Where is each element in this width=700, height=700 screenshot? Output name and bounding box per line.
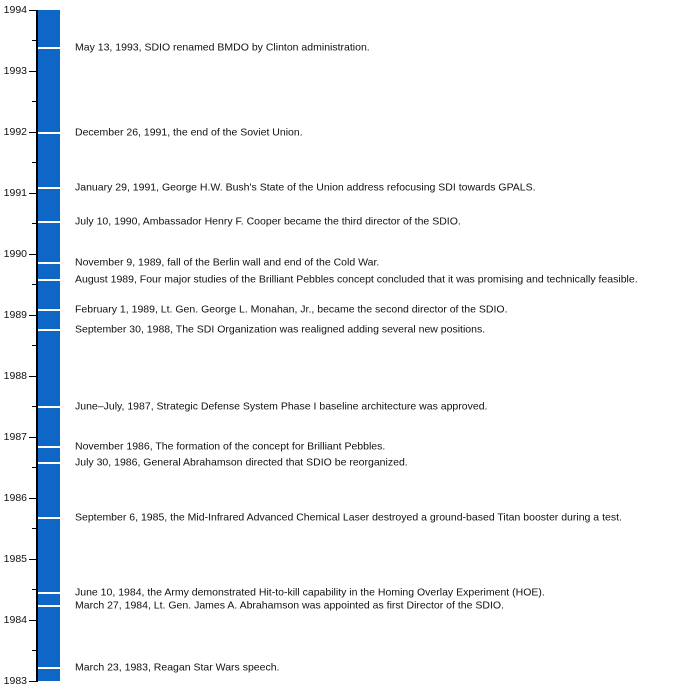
event-marker-line: [38, 329, 60, 332]
year-tick-label: 1983: [3, 675, 27, 687]
event-label: September 6, 1985, the Mid-Infrared Adva…: [75, 511, 622, 524]
event-marker-line: [38, 187, 60, 190]
event-label: June 10, 1984, the Army demonstrated Hit…: [75, 586, 545, 599]
event-marker-line: [38, 405, 60, 408]
event-marker-line: [38, 278, 60, 281]
year-major-tick: [29, 619, 36, 621]
year-major-tick: [29, 558, 36, 560]
year-major-tick: [29, 314, 36, 316]
event-label: February 1, 1989, Lt. Gen. George L. Mon…: [75, 303, 508, 315]
year-major-tick: [29, 9, 36, 11]
event-label: March 23, 1983, Reagan Star Wars speech.: [75, 661, 280, 674]
year-major-tick: [29, 70, 36, 72]
event-label: July 10, 1990, Ambassador Henry F. Coope…: [75, 215, 461, 228]
event-label: January 29, 1991, George H.W. Bush's Sta…: [75, 181, 536, 194]
event-label: November 9, 1989, fall of the Berlin wal…: [75, 256, 380, 269]
event-marker-line: [38, 132, 60, 135]
event-label: November 1986, The formation of the conc…: [75, 440, 386, 453]
year-tick-label: 1991: [3, 187, 27, 199]
event-label: March 27, 1984, Lt. Gen. James A. Abraha…: [75, 599, 504, 612]
event-marker-line: [38, 461, 60, 464]
year-tick-label: 1994: [3, 4, 27, 16]
event-label: May 13, 1993, SDIO renamed BMDO by Clint…: [75, 41, 370, 54]
event-marker-line: [38, 221, 60, 224]
year-minor-tick: [32, 345, 36, 346]
year-minor-tick: [32, 650, 36, 651]
event-marker-line: [38, 516, 60, 519]
event-marker-line: [38, 592, 60, 595]
year-major-tick: [29, 375, 36, 377]
year-minor-tick: [32, 284, 36, 285]
year-major-tick: [29, 192, 36, 194]
year-major-tick: [29, 680, 36, 682]
year-major-tick: [29, 497, 36, 499]
year-minor-tick: [32, 406, 36, 407]
year-tick-label: 1992: [3, 126, 27, 138]
event-marker-line: [38, 261, 60, 264]
year-major-tick: [29, 131, 36, 133]
year-major-tick: [29, 436, 36, 438]
event-marker-line: [38, 604, 60, 607]
event-label: September 30, 1988, The SDI Organization…: [75, 323, 486, 336]
year-minor-tick: [32, 101, 36, 102]
year-major-tick: [29, 253, 36, 255]
year-tick-label: 1987: [3, 431, 27, 443]
year-minor-tick: [32, 528, 36, 529]
event-marker-line: [38, 445, 60, 448]
year-tick-label: 1990: [3, 248, 27, 260]
event-label: December 26, 1991, the end of the Soviet…: [75, 126, 303, 139]
year-tick-label: 1984: [3, 614, 27, 626]
year-tick-label: 1985: [3, 553, 27, 565]
year-minor-tick: [32, 223, 36, 224]
event-label: July 30, 1986, General Abrahamson direct…: [75, 456, 408, 469]
year-minor-tick: [32, 162, 36, 163]
year-minor-tick: [32, 40, 36, 41]
year-minor-tick: [32, 467, 36, 468]
year-tick-label: 1989: [3, 309, 27, 321]
year-minor-tick: [32, 589, 36, 590]
event-label: August 1989, Four major studies of the B…: [75, 273, 638, 286]
year-tick-label: 1988: [3, 370, 27, 382]
event-marker-line: [38, 666, 60, 669]
year-tick-label: 1993: [3, 65, 27, 77]
year-tick-label: 1986: [3, 492, 27, 504]
event-marker-line: [38, 308, 60, 311]
event-marker-line: [38, 47, 60, 50]
event-label: June–July, 1987, Strategic Defense Syste…: [75, 400, 488, 412]
timeline-bar: [38, 10, 60, 681]
y-axis-line: [36, 10, 38, 682]
